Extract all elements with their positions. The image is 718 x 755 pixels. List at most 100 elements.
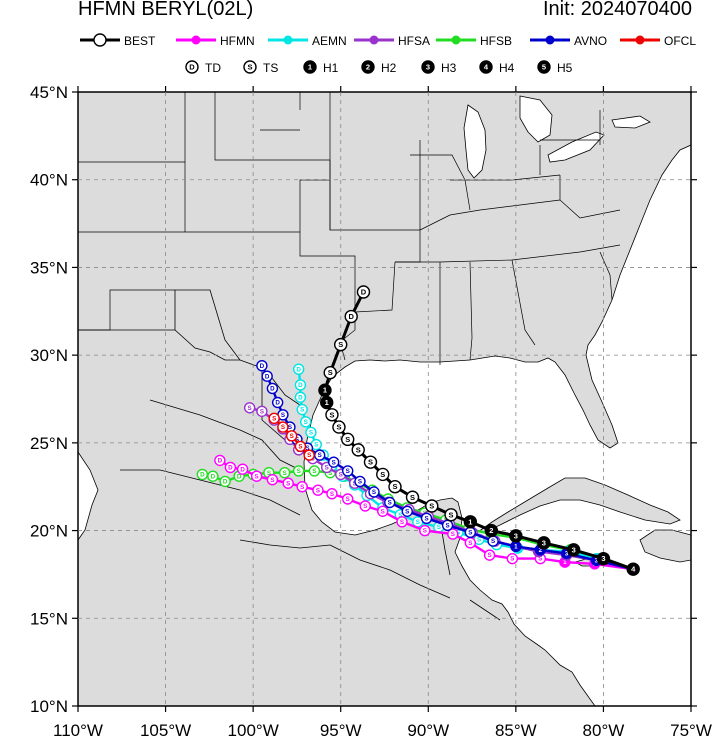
intensity-marker: S bbox=[420, 512, 433, 524]
intensity-marker-label: S bbox=[328, 470, 332, 477]
legend-intensity-h5: 5 H5 bbox=[537, 60, 573, 75]
intensity-marker-label: 2 bbox=[366, 63, 370, 72]
intensity-marker: 3 bbox=[566, 543, 581, 557]
intensity-marker: S bbox=[351, 443, 365, 457]
intensity-marker: 1 bbox=[320, 395, 334, 410]
intensity-marker: D bbox=[196, 468, 209, 481]
intensity-marker: S bbox=[325, 408, 339, 422]
intensity-marker-label: S bbox=[330, 491, 334, 498]
intensity-marker-label: D bbox=[189, 63, 195, 72]
lat-tick-label: 35°N bbox=[30, 258, 68, 277]
intensity-marker: S bbox=[377, 505, 389, 517]
intensity-marker-label: S bbox=[304, 419, 308, 426]
intensity-marker-label: S bbox=[338, 340, 343, 349]
intensity-marker: D bbox=[219, 475, 231, 488]
intensity-marker: 1 bbox=[303, 60, 317, 74]
intensity-marker-label: 3 bbox=[426, 63, 430, 72]
lon-tick-label: 105°W bbox=[140, 721, 191, 740]
intensity-marker-label: D bbox=[265, 373, 270, 380]
legend-label: H2 bbox=[381, 61, 397, 75]
intensity-marker-label: S bbox=[410, 493, 415, 502]
intensity-marker-label: S bbox=[445, 522, 449, 529]
intensity-marker: S bbox=[384, 496, 396, 509]
intensity-marker-label: 1 bbox=[514, 543, 518, 550]
intensity-marker-label: S bbox=[248, 405, 252, 412]
legend-intensity-h3: 3 H3 bbox=[421, 60, 457, 75]
intensity-marker: 2 bbox=[361, 60, 375, 74]
intensity-marker-label: S bbox=[281, 412, 285, 419]
model-legend: BEST HFMN AEMN HFSA HFSB AVNO OFCL bbox=[80, 33, 696, 48]
intensity-marker bbox=[93, 33, 107, 47]
intensity-marker-label: S bbox=[297, 468, 301, 475]
intensity-marker: S bbox=[342, 493, 354, 505]
island-hispaniola bbox=[639, 529, 691, 563]
intensity-marker-label: D bbox=[200, 472, 205, 479]
intensity-legend: D TD S TS 1 H1 2 H2 3 H3 4 H4 5 H5 bbox=[185, 60, 573, 75]
intensity-marker: S bbox=[464, 537, 477, 549]
legend-item-hfsa: HFSA bbox=[354, 34, 430, 48]
lat-tick-label: 25°N bbox=[30, 434, 68, 453]
legend-label: HFMN bbox=[220, 34, 255, 48]
intensity-marker: S bbox=[299, 416, 312, 428]
legend-label: BEST bbox=[124, 34, 156, 48]
legend-label: H3 bbox=[441, 61, 457, 75]
intensity-marker-label: D bbox=[349, 312, 355, 321]
intensity-marker-label: S bbox=[345, 435, 350, 444]
intensity-marker-label: S bbox=[358, 479, 362, 486]
legend-label: OFCL bbox=[664, 34, 696, 48]
intensity-marker: D bbox=[266, 382, 279, 395]
intensity-marker-label: S bbox=[437, 524, 441, 531]
intensity-marker-label: 5 bbox=[542, 63, 546, 72]
intensity-marker: 2 bbox=[484, 523, 499, 538]
intensity-marker-label: S bbox=[356, 445, 361, 454]
intensity-marker: S bbox=[354, 475, 366, 488]
intensity-marker-label: S bbox=[416, 519, 420, 526]
intensity-marker-label: S bbox=[298, 443, 302, 450]
legend-item-best: BEST bbox=[80, 33, 156, 48]
legend-label: AVNO bbox=[574, 34, 607, 48]
intensity-marker: D bbox=[185, 60, 199, 74]
intensity-marker-label: S bbox=[316, 487, 320, 494]
intensity-marker-label: D bbox=[296, 366, 301, 373]
intensity-marker: S bbox=[444, 508, 458, 522]
init-time: Init: 2024070400 bbox=[542, 0, 692, 20]
intensity-marker-label: D bbox=[275, 400, 280, 407]
intensity-marker-label: D bbox=[361, 288, 367, 297]
intensity-marker: S bbox=[419, 524, 431, 537]
legend-label: TS bbox=[263, 61, 278, 75]
intensity-marker-label: S bbox=[318, 452, 322, 459]
intensity-marker-label: S bbox=[307, 452, 311, 459]
intensity-marker-label: S bbox=[468, 540, 472, 547]
intensity-marker-label: S bbox=[260, 408, 264, 415]
lon-tick-label: 75°W bbox=[670, 721, 712, 740]
intensity-marker-label: 3 bbox=[601, 554, 605, 563]
lake-huron bbox=[519, 95, 553, 143]
basemap bbox=[78, 92, 691, 706]
intensity-marker-label: S bbox=[380, 470, 385, 479]
intensity-marker-label: S bbox=[312, 468, 316, 475]
intensity-marker: S bbox=[277, 409, 289, 421]
legend-label: H4 bbox=[499, 61, 515, 75]
intensity-marker-label: S bbox=[368, 458, 373, 467]
intensity-marker-label: D bbox=[298, 382, 303, 389]
intensity-marker-label: S bbox=[487, 552, 491, 559]
intensity-marker-label: 2 bbox=[539, 547, 543, 554]
intensity-marker-label: S bbox=[255, 473, 259, 480]
intensity-marker: D bbox=[294, 379, 307, 391]
chart-title: HFMN BERYL(02L) bbox=[78, 0, 254, 20]
intensity-marker: S bbox=[323, 365, 337, 380]
intensity-marker: S bbox=[425, 499, 439, 513]
intensity-marker-label: S bbox=[300, 407, 304, 414]
lat-tick-label: 10°N bbox=[30, 697, 68, 716]
intensity-marker-label: S bbox=[405, 508, 409, 515]
intensity-marker: S bbox=[368, 486, 380, 498]
intensity-marker: S bbox=[483, 549, 496, 561]
lon-tick-label: 95°W bbox=[320, 721, 362, 740]
intensity-marker: S bbox=[506, 552, 519, 565]
intensity-marker: D bbox=[356, 285, 371, 299]
intensity-marker: S bbox=[312, 484, 324, 496]
intensity-marker-label: S bbox=[339, 472, 343, 479]
intensity-marker-label: S bbox=[314, 442, 318, 449]
intensity-marker: S bbox=[396, 516, 408, 528]
